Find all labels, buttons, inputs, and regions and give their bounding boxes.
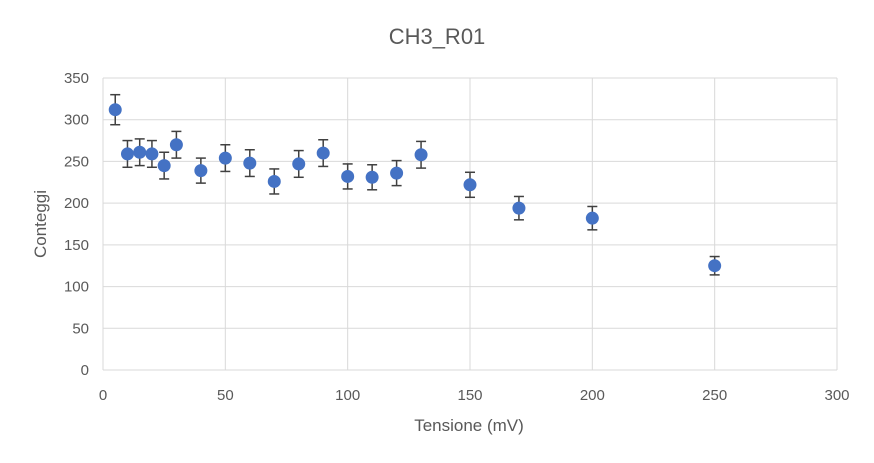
data-point (267, 174, 281, 188)
y-tick-label: 150 (64, 237, 89, 254)
y-tick-label: 300 (64, 112, 89, 129)
data-point (585, 211, 599, 225)
data-point (243, 156, 257, 170)
x-tick-label: 0 (99, 387, 107, 404)
data-point (463, 178, 477, 192)
y-tick-label: 100 (64, 279, 89, 296)
data-point (194, 164, 208, 178)
data-point (218, 151, 232, 165)
y-axis-title: Conteggi (31, 190, 50, 258)
x-tick-label: 50 (217, 387, 234, 404)
y-tick-label: 50 (72, 320, 89, 337)
y-tick-label: 0 (81, 362, 89, 379)
y-tick-label: 350 (64, 70, 89, 87)
axis-labels: 0 50 100 150 200 250 300 350 0 50 100 150 200 250 300 (64, 70, 850, 404)
y-tick-label: 200 (64, 195, 89, 212)
data-series (108, 93, 722, 276)
x-tick-label: 150 (457, 387, 482, 404)
y-tick-label: 250 (64, 153, 89, 170)
chart-title: CH3_R01 (389, 24, 486, 49)
data-point (316, 146, 330, 160)
x-tick-label: 250 (702, 387, 727, 404)
data-point (341, 169, 355, 183)
data-point (512, 201, 526, 215)
data-point (708, 259, 722, 273)
x-tick-label: 200 (580, 387, 605, 404)
data-point (120, 147, 134, 161)
x-tick-label: 300 (824, 387, 849, 404)
data-point (414, 148, 428, 162)
data-point (390, 166, 404, 180)
data-point (157, 159, 171, 173)
x-tick-label: 100 (335, 387, 360, 404)
data-point (108, 103, 122, 117)
x-axis-title: Tensione (mV) (414, 416, 524, 435)
data-point (133, 145, 147, 159)
data-point (169, 138, 183, 152)
grid-lines (102, 77, 838, 371)
data-point (145, 147, 159, 161)
data-point (292, 157, 306, 171)
data-point (365, 170, 379, 184)
